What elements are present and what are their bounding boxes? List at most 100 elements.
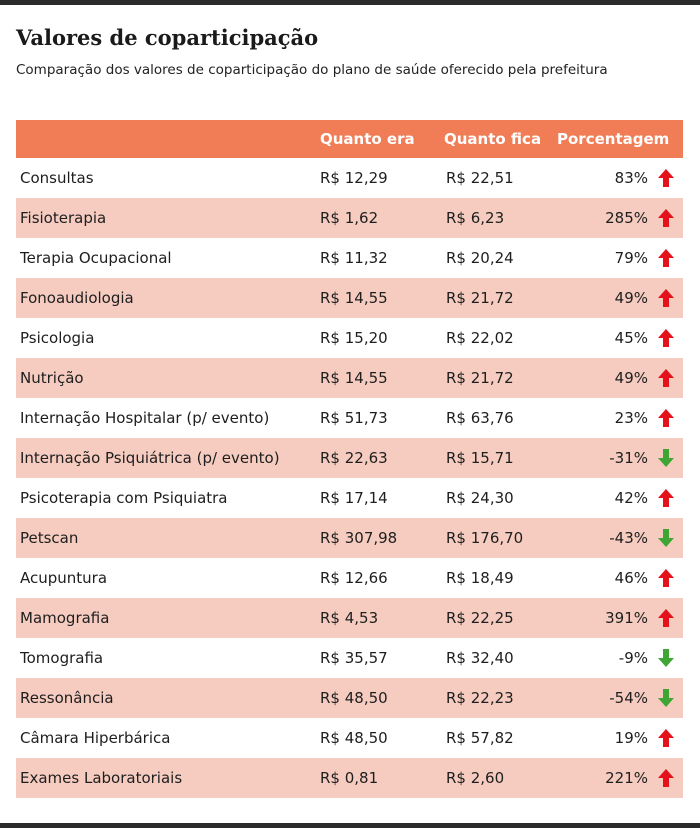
up-arrow-icon: [648, 208, 683, 228]
table-row: Nutrição R$ 14,55 R$ 21,72 49%: [16, 358, 683, 398]
row-percent: 45%: [614, 329, 648, 347]
page-title: Valores de coparticipação: [16, 25, 319, 50]
row-percent: 391%: [605, 609, 648, 627]
table-row: Petscan R$ 307,98 R$ 176,70 -43%: [16, 518, 683, 558]
row-name: Psicoterapia com Psiquiatra: [20, 489, 228, 507]
table-row: Internação Psiquiátrica (p/ evento) R$ 22…: [16, 438, 683, 478]
row-after-value: R$ 32,40: [446, 649, 514, 667]
row-before-value: R$ 15,20: [320, 329, 388, 347]
row-after-value: R$ 176,70: [446, 529, 524, 547]
row-percent: 221%: [605, 769, 648, 787]
row-after-value: R$ 22,02: [446, 329, 514, 347]
row-before-value: R$ 12,66: [320, 569, 388, 587]
row-before-value: R$ 11,32: [320, 249, 388, 267]
row-name: Nutrição: [20, 369, 84, 387]
row-percent: 46%: [614, 569, 648, 587]
up-arrow-icon: [648, 728, 683, 748]
row-percent: -54%: [609, 689, 648, 707]
row-name: Psicologia: [20, 329, 95, 347]
up-arrow-icon: [648, 608, 683, 628]
copay-table: Quanto era Quanto fica Porcentagem Consu…: [16, 120, 683, 798]
row-name: Mamografia: [20, 609, 110, 627]
row-after-value: R$ 21,72: [446, 289, 514, 307]
row-after-value: R$ 22,23: [446, 689, 514, 707]
table-row: Exames Laboratoriais R$ 0,81 R$ 2,60 221%: [16, 758, 683, 798]
row-name: Exames Laboratoriais: [20, 769, 183, 787]
up-arrow-icon: [648, 248, 683, 268]
table-row: Tomografia R$ 35,57 R$ 32,40 -9%: [16, 638, 683, 678]
up-arrow-icon: [648, 368, 683, 388]
row-percent: 79%: [614, 249, 648, 267]
row-after-value: R$ 15,71: [446, 449, 514, 467]
row-before-value: R$ 12,29: [320, 169, 388, 187]
down-arrow-icon: [648, 648, 683, 668]
row-after-value: R$ 2,60: [446, 769, 505, 787]
row-after-value: R$ 18,49: [446, 569, 514, 587]
row-after-value: R$ 24,30: [446, 489, 514, 507]
table-row: Terapia Ocupacional R$ 11,32 R$ 20,24 79%: [16, 238, 683, 278]
top-rule: [0, 0, 700, 5]
table-row: Acupuntura R$ 12,66 R$ 18,49 46%: [16, 558, 683, 598]
table-row: Ressonância R$ 48,50 R$ 22,23 -54%: [16, 678, 683, 718]
down-arrow-icon: [648, 688, 683, 708]
row-before-value: R$ 4,53: [320, 609, 379, 627]
row-percent: 42%: [614, 489, 648, 507]
row-name: Acupuntura: [20, 569, 108, 587]
row-percent: -43%: [609, 529, 648, 547]
row-before-value: R$ 35,57: [320, 649, 388, 667]
row-after-value: R$ 21,72: [446, 369, 514, 387]
row-percent: -9%: [618, 649, 648, 667]
row-after-value: R$ 6,23: [446, 209, 505, 227]
header-before: Quanto era: [320, 130, 415, 148]
row-name: Fisioterapia: [20, 209, 107, 227]
table-row: Câmara Hiperbárica R$ 48,50 R$ 57,82 19%: [16, 718, 683, 758]
row-after-value: R$ 20,24: [446, 249, 514, 267]
row-name: Câmara Hiperbárica: [20, 729, 171, 747]
row-name: Petscan: [20, 529, 79, 547]
row-name: Internação Hospitalar (p/ evento): [20, 409, 270, 427]
table-row: Internação Hospitalar (p/ evento) R$ 51,7…: [16, 398, 683, 438]
row-before-value: R$ 22,63: [320, 449, 388, 467]
table-row: Fonoaudiologia R$ 14,55 R$ 21,72 49%: [16, 278, 683, 318]
row-after-value: R$ 63,76: [446, 409, 514, 427]
table-row: Fisioterapia R$ 1,62 R$ 6,23 285%: [16, 198, 683, 238]
header-percent: Porcentagem: [557, 130, 670, 148]
table-row: Psicologia R$ 15,20 R$ 22,02 45%: [16, 318, 683, 358]
row-before-value: R$ 307,98: [320, 529, 398, 547]
bottom-rule: [0, 823, 700, 828]
row-percent: 285%: [605, 209, 648, 227]
table-row: Consultas R$ 12,29 R$ 22,51 83%: [16, 158, 683, 198]
row-percent: 49%: [614, 289, 648, 307]
row-before-value: R$ 0,81: [320, 769, 379, 787]
up-arrow-icon: [648, 568, 683, 588]
row-name: Terapia Ocupacional: [20, 249, 172, 267]
header-after: Quanto fica: [444, 130, 542, 148]
row-percent: 19%: [614, 729, 648, 747]
row-percent: 49%: [614, 369, 648, 387]
row-percent: 23%: [614, 409, 648, 427]
table-row: Mamografia R$ 4,53 R$ 22,25 391%: [16, 598, 683, 638]
down-arrow-icon: [648, 448, 683, 468]
row-before-value: R$ 17,14: [320, 489, 388, 507]
row-before-value: R$ 14,55: [320, 369, 388, 387]
row-percent: -31%: [609, 449, 648, 467]
row-name: Ressonância: [20, 689, 114, 707]
page-subtitle: Comparação dos valores de coparticipação…: [16, 62, 608, 78]
row-after-value: R$ 22,25: [446, 609, 514, 627]
up-arrow-icon: [648, 408, 683, 428]
table-header: Quanto era Quanto fica Porcentagem: [16, 120, 683, 158]
row-name: Tomografia: [20, 649, 104, 667]
table-body: Consultas R$ 12,29 R$ 22,51 83% Fisioterapia…: [16, 158, 683, 798]
table-row: Psicoterapia com Psiquiatra R$ 17,14 R$ 24…: [16, 478, 683, 518]
row-before-value: R$ 14,55: [320, 289, 388, 307]
down-arrow-icon: [648, 528, 683, 548]
row-after-value: R$ 57,82: [446, 729, 514, 747]
up-arrow-icon: [648, 328, 683, 348]
row-before-value: R$ 1,62: [320, 209, 379, 227]
row-before-value: R$ 48,50: [320, 729, 388, 747]
row-after-value: R$ 22,51: [446, 169, 514, 187]
row-percent: 83%: [614, 169, 648, 187]
row-before-value: R$ 48,50: [320, 689, 388, 707]
up-arrow-icon: [648, 768, 683, 788]
row-name: Fonoaudiologia: [20, 289, 134, 307]
